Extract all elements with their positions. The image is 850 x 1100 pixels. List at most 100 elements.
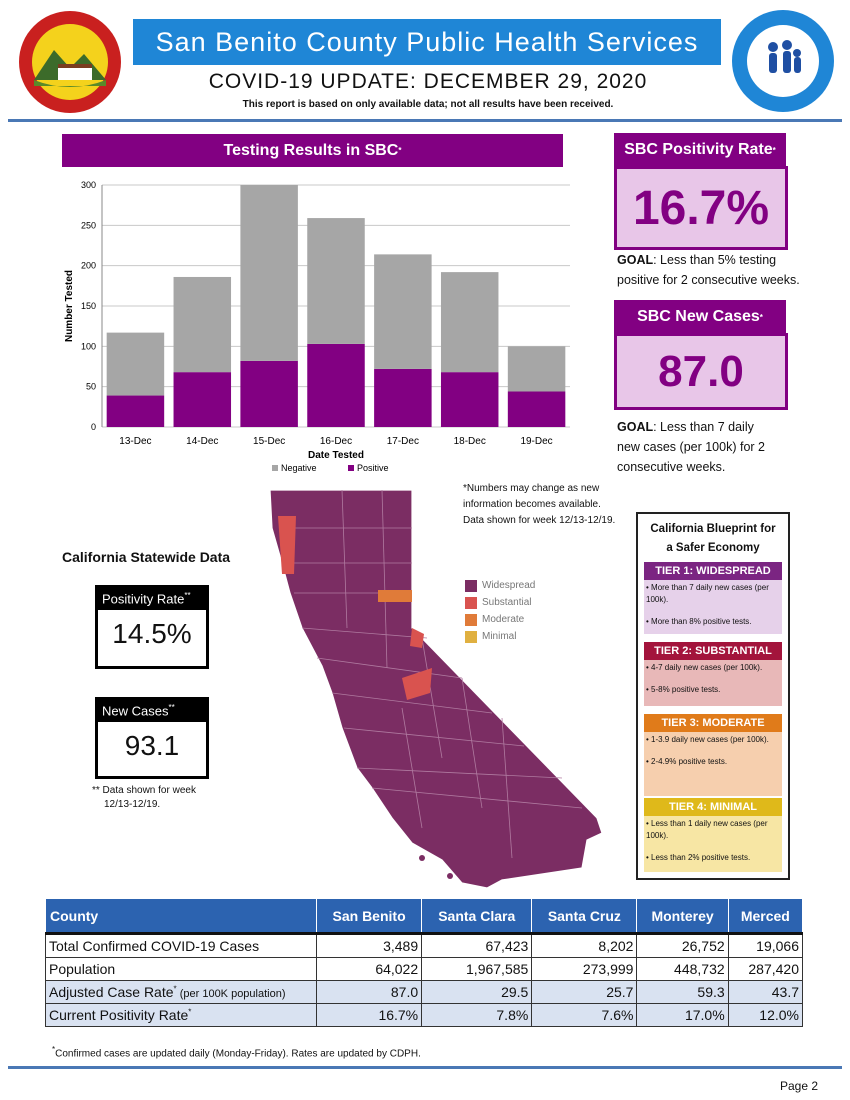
table-cell: 17.0% xyxy=(636,1003,729,1027)
testing-results-chart: 0 50 100 150 200 250 300 13-Dec 14-Dec 15-Dec 16-D… xyxy=(64,180,570,473)
positivity-goal: GOAL: Less than 5% testing positive for … xyxy=(617,250,800,290)
california-tier-map xyxy=(269,489,603,889)
legend-item: Substantial xyxy=(465,594,535,611)
table-cell: 16.7% xyxy=(315,1003,423,1027)
blueprint-panel: California Blueprint for a Safer Economy… xyxy=(636,512,790,880)
footnote-star: * xyxy=(52,1045,56,1054)
statewide-positivity-label: Positivity Rate** xyxy=(98,588,206,611)
table-cell: 43.7 xyxy=(727,980,804,1004)
x-tick-label: 18-Dec xyxy=(454,436,486,447)
substantial-county xyxy=(278,516,296,574)
new-cases-goal: GOAL: Less than 7 daily new cases (per 1… xyxy=(617,417,765,477)
y-tick-label: 150 xyxy=(81,301,96,311)
legend-swatch-positive xyxy=(348,465,354,471)
statewide-note-line: 12/13-12/19. xyxy=(104,799,161,810)
statewide-title: California Statewide Data xyxy=(62,549,231,565)
footnote-star: * xyxy=(759,312,763,322)
tier-3-header: TIER 3: MODERATE xyxy=(644,714,782,732)
statewide-cases-value: 93.1 xyxy=(124,730,180,762)
sbc-positivity-header: SBC Positivity Rate * xyxy=(614,133,786,167)
legend-label: Moderate xyxy=(482,614,525,625)
x-tick-label: 16-Dec xyxy=(320,436,352,447)
x-tick-label: 17-Dec xyxy=(387,436,419,447)
table-cell: 19,066 xyxy=(727,932,804,958)
goal-line: new cases (per 100k) for 2 xyxy=(617,440,765,454)
bar-positive xyxy=(173,372,232,427)
col-header: Merced xyxy=(727,898,804,934)
table-cell: 59.3 xyxy=(636,980,729,1004)
map-note-line: Data shown for week 12/13-12/19. xyxy=(463,515,616,526)
table-cell: 8,202 xyxy=(531,932,638,958)
blueprint-title: a Safer Economy xyxy=(666,542,760,554)
tier-3-body: • 1-3.9 daily new cases (per 100k). • 2-… xyxy=(644,732,782,796)
sbc-positivity-value: 16.7% xyxy=(614,166,788,250)
table-row: Population 64,022 1,967,585 273,999 448,… xyxy=(45,957,804,981)
update-title: COVID-19 UPDATE: DECEMBER 29, 2020 xyxy=(208,70,648,93)
y-tick-label: 50 xyxy=(86,382,96,392)
table-cell: 287,420 xyxy=(727,957,804,981)
row-label: Total Confirmed COVID-19 Cases xyxy=(45,932,317,958)
label-text: New Cases xyxy=(102,703,169,719)
legend-swatch xyxy=(465,596,477,609)
tier-item: • 1-3.9 daily new cases (per 100k). xyxy=(646,735,769,744)
map-note: *Numbers may change as new information b… xyxy=(463,481,615,529)
tier-2-header: TIER 2: SUBSTANTIAL xyxy=(644,642,782,660)
x-axis-label: Date Tested xyxy=(308,450,364,461)
bar-positive xyxy=(307,343,365,427)
goal-line: consecutive weeks. xyxy=(617,460,726,474)
footnote-star: * xyxy=(173,984,177,994)
county-seal-logo xyxy=(18,10,122,114)
bar-negative xyxy=(240,185,298,361)
col-header: San Benito xyxy=(315,898,423,934)
public-health-logo xyxy=(731,9,835,113)
map-legend: Widespread Substantial Moderate Minimal xyxy=(465,577,535,645)
goal-label: GOAL xyxy=(617,420,654,434)
testing-results-header: Testing Results in SBC * xyxy=(62,134,563,167)
tier-4-header: TIER 4: MINIMAL xyxy=(644,798,782,816)
legend-swatch xyxy=(465,613,477,626)
page-number: Page 2 xyxy=(780,1079,819,1093)
tier-item: • Less than 2% positive tests. xyxy=(646,853,751,862)
legend-swatch-negative xyxy=(272,465,278,471)
row-label-text: Current Positivity Rate xyxy=(49,1007,189,1023)
legend-label: Substantial xyxy=(482,597,532,608)
bar-positive xyxy=(374,368,432,427)
tier-2-body: • 4-7 daily new cases (per 100k). • 5-8%… xyxy=(644,660,782,706)
report-note: This report is based on only available d… xyxy=(242,99,614,110)
legend-label: Widespread xyxy=(482,580,536,591)
statewide-note-line: ** Data shown for week xyxy=(92,785,196,796)
bar-positive xyxy=(440,372,499,427)
statewide-cases-box: New Cases** 93.1 xyxy=(95,697,209,779)
table-cell: 273,999 xyxy=(531,957,638,981)
table-row: Current Positivity Rate* 16.7% 7.8% 7.6%… xyxy=(45,1003,804,1027)
footnote-text: Confirmed cases are updated daily (Monda… xyxy=(55,1048,421,1060)
footnote: *Confirmed cases are updated daily (Mond… xyxy=(52,1045,421,1059)
x-tick-label: 14-Dec xyxy=(186,436,218,447)
table-cell: 448,732 xyxy=(636,957,729,981)
legend-item: Widespread xyxy=(465,577,535,594)
goal-line: positive for 2 consecutive weeks. xyxy=(617,273,800,287)
table-cell: 29.5 xyxy=(421,980,533,1004)
table-cell: 1,967,585 xyxy=(421,957,533,981)
tier-item: • Less than 1 daily new cases (per 100k)… xyxy=(646,819,768,840)
footnote-star: ** xyxy=(168,703,175,712)
col-header: County xyxy=(45,898,317,934)
bar-positive xyxy=(106,395,165,427)
goal-line: : Less than 7 daily xyxy=(653,420,754,434)
substantial-county xyxy=(410,628,424,648)
table-cell: 7.6% xyxy=(531,1003,638,1027)
sbc-new-cases-title: SBC New Cases xyxy=(637,308,760,325)
bar-negative xyxy=(173,276,232,373)
top-divider xyxy=(8,119,842,122)
goal-label: GOAL xyxy=(617,253,654,267)
footnote-star: ** xyxy=(184,591,191,600)
row-label-text: Adjusted Case Rate xyxy=(49,984,174,1000)
label-text: Positivity Rate xyxy=(102,591,185,607)
bar-negative xyxy=(507,346,566,392)
tier-1-body: • More than 7 daily new cases (per 100k)… xyxy=(644,580,782,634)
row-label: Current Positivity Rate* xyxy=(45,1003,317,1027)
legend-item: Minimal xyxy=(465,628,535,645)
y-tick-label: 100 xyxy=(81,341,96,351)
substantial-county xyxy=(402,668,432,700)
table-cell: 25.7 xyxy=(531,980,638,1004)
